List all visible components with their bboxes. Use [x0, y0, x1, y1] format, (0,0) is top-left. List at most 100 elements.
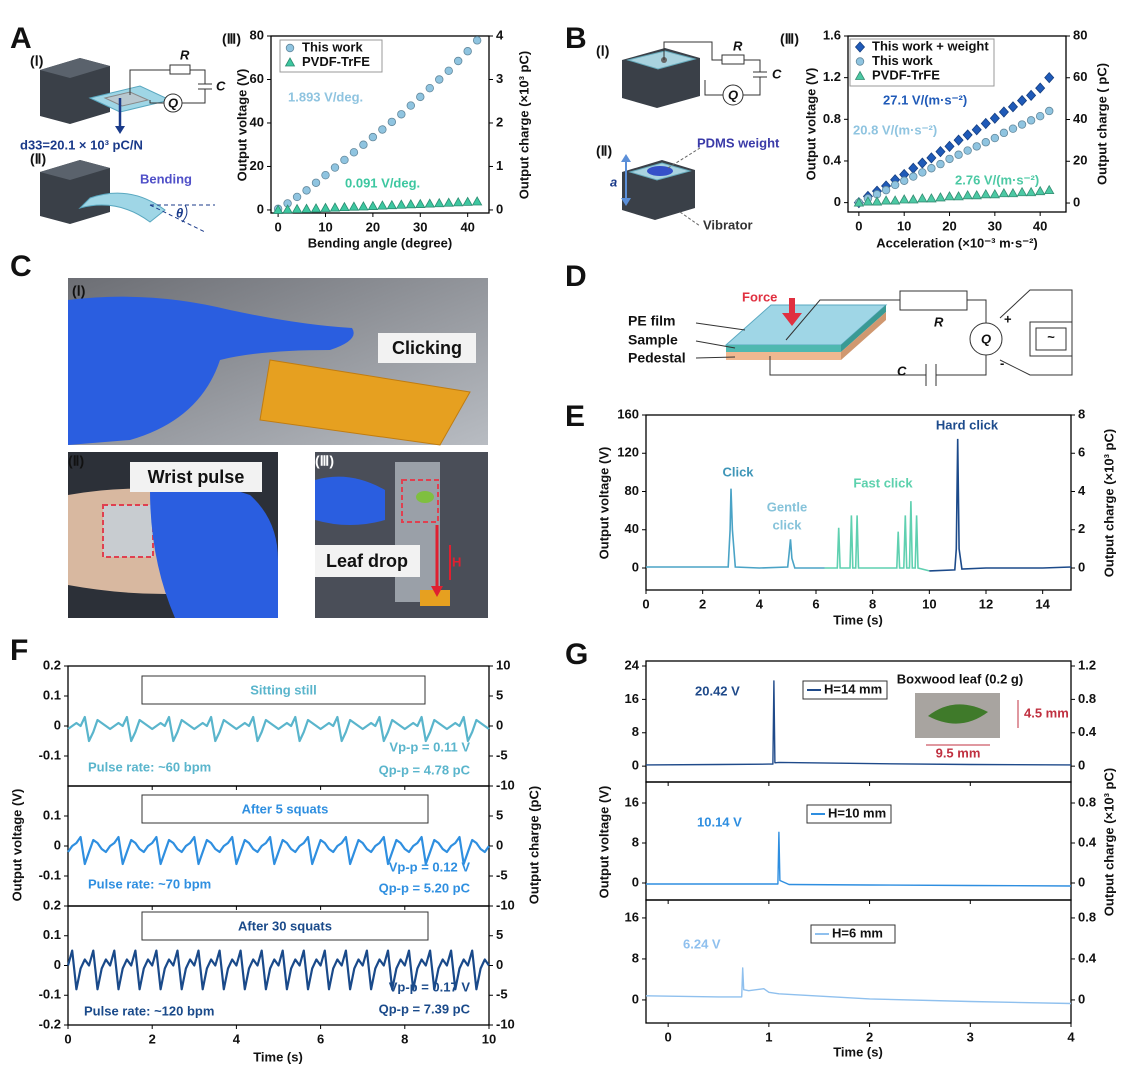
- marker: [889, 195, 901, 205]
- y2-tick-label: 0: [496, 837, 503, 852]
- marker: [962, 129, 973, 141]
- marker: [291, 203, 303, 213]
- weight-label: PDMS weight: [697, 135, 780, 150]
- x-tick-label: 0: [642, 596, 649, 611]
- y2-tick-label: 6: [1078, 445, 1085, 460]
- height-label: H: [452, 554, 461, 569]
- marker: [462, 196, 473, 206]
- annotation: Hard click: [936, 417, 999, 432]
- series-line: [929, 438, 1072, 572]
- y2-tick-label: 1.2: [1078, 657, 1096, 672]
- y2-tick-label: 20: [1073, 153, 1087, 168]
- angle-arc: [181, 204, 188, 223]
- y-tick-label: -0.1: [39, 747, 61, 762]
- legend-marker: [855, 57, 865, 66]
- layer-label: Pedestal: [628, 350, 686, 366]
- marker: [926, 152, 937, 164]
- y-tick-label: 0.2: [43, 657, 61, 672]
- y-tick-label: 8: [632, 950, 639, 965]
- marker: [945, 154, 954, 164]
- y2-tick-label: 3: [496, 71, 503, 86]
- symbol: C: [216, 78, 226, 93]
- marker: [367, 200, 379, 210]
- marker: [340, 155, 349, 165]
- y-tick-label: 0: [632, 991, 639, 1006]
- condition-box: [141, 911, 429, 941]
- dimension: 4.5 mm: [1024, 705, 1069, 720]
- marker: [890, 180, 900, 190]
- force-label: Force: [742, 289, 777, 304]
- wire: [182, 89, 206, 104]
- x-tick-label: 0: [274, 219, 281, 234]
- marker: [990, 133, 1000, 143]
- condition-box: [141, 794, 429, 824]
- y2-tick-label: 0: [1078, 559, 1085, 574]
- qpp: Qp-p = 4.78 pC: [379, 762, 471, 777]
- leader: [695, 356, 736, 359]
- panel-letter: D: [565, 260, 587, 293]
- legend-marker: [284, 57, 296, 67]
- y2-tick-label: 1: [496, 158, 503, 173]
- marker: [908, 162, 919, 174]
- y-tick-label: 0: [632, 559, 639, 574]
- marker: [871, 196, 883, 206]
- marker: [310, 203, 322, 213]
- pedestal-side: [841, 312, 886, 360]
- arrow-head: [431, 586, 443, 597]
- marker: [918, 168, 927, 177]
- polarity: +: [1004, 311, 1012, 326]
- y2-tick-label: 40: [1073, 111, 1087, 126]
- leader: [695, 322, 746, 331]
- wire: [936, 355, 987, 376]
- x-tick-label: 40: [460, 219, 474, 234]
- y-tick-label: 1.6: [823, 27, 841, 42]
- roman: (Ⅲ): [222, 31, 241, 47]
- marker: [320, 202, 331, 212]
- marker: [972, 142, 981, 151]
- marker: [415, 198, 426, 208]
- device: [259, 359, 471, 446]
- resistor: [721, 54, 745, 65]
- wire: [149, 100, 164, 104]
- reference: [149, 204, 206, 233]
- schematic-b: (Ⅰ) (Ⅱ) (Ⅲ) R C Q a PDMS weight Vibrator: [596, 31, 799, 233]
- y2-tick-label: 0: [1078, 874, 1085, 889]
- legend-label: PVDF-TrFE: [302, 54, 370, 69]
- marker: [1044, 184, 1055, 195]
- marker: [358, 201, 369, 211]
- marker: [1025, 186, 1037, 197]
- y2-tick-label: 0.8: [1078, 691, 1096, 706]
- marker: [981, 138, 990, 147]
- legend-label: This work: [872, 53, 933, 68]
- x-axis-label: Acceleration (×10⁻³ m·s⁻²): [876, 235, 1037, 250]
- legend-label: H=14 mm: [824, 681, 882, 696]
- annotation: Click: [722, 464, 754, 479]
- y-tick-label: 1.2: [823, 69, 841, 84]
- x-tick-label: 3: [967, 1029, 974, 1044]
- y-axis-label: Output voltage (V): [234, 69, 249, 182]
- plot-frame: [645, 899, 1072, 1024]
- marker: [1007, 187, 1019, 198]
- marker: [272, 204, 284, 214]
- plot-frame: [847, 35, 1067, 213]
- series-line: [67, 835, 490, 866]
- marker: [435, 75, 444, 84]
- x-tick-label: 4: [756, 596, 764, 611]
- arrow-head: [782, 313, 802, 326]
- legend-marker: [854, 41, 866, 53]
- y2-tick-label: -5: [496, 867, 508, 882]
- wire: [704, 80, 723, 96]
- symbol: Q: [981, 331, 991, 346]
- y2-tick-label: 0: [1078, 758, 1085, 773]
- peak-label: 6.24 V: [683, 936, 721, 951]
- y-axis-label: Output voltage (V): [596, 786, 611, 899]
- y-tick-label: 0.2: [43, 897, 61, 912]
- y2-tick-label: 0.4: [1078, 724, 1097, 739]
- marker: [953, 134, 964, 146]
- y2-tick-label: -10: [496, 897, 515, 912]
- marker: [1008, 124, 1018, 133]
- series-line: [67, 715, 490, 743]
- marker: [963, 146, 972, 155]
- symbol: R: [733, 38, 743, 53]
- y-tick-label: 0: [54, 957, 61, 972]
